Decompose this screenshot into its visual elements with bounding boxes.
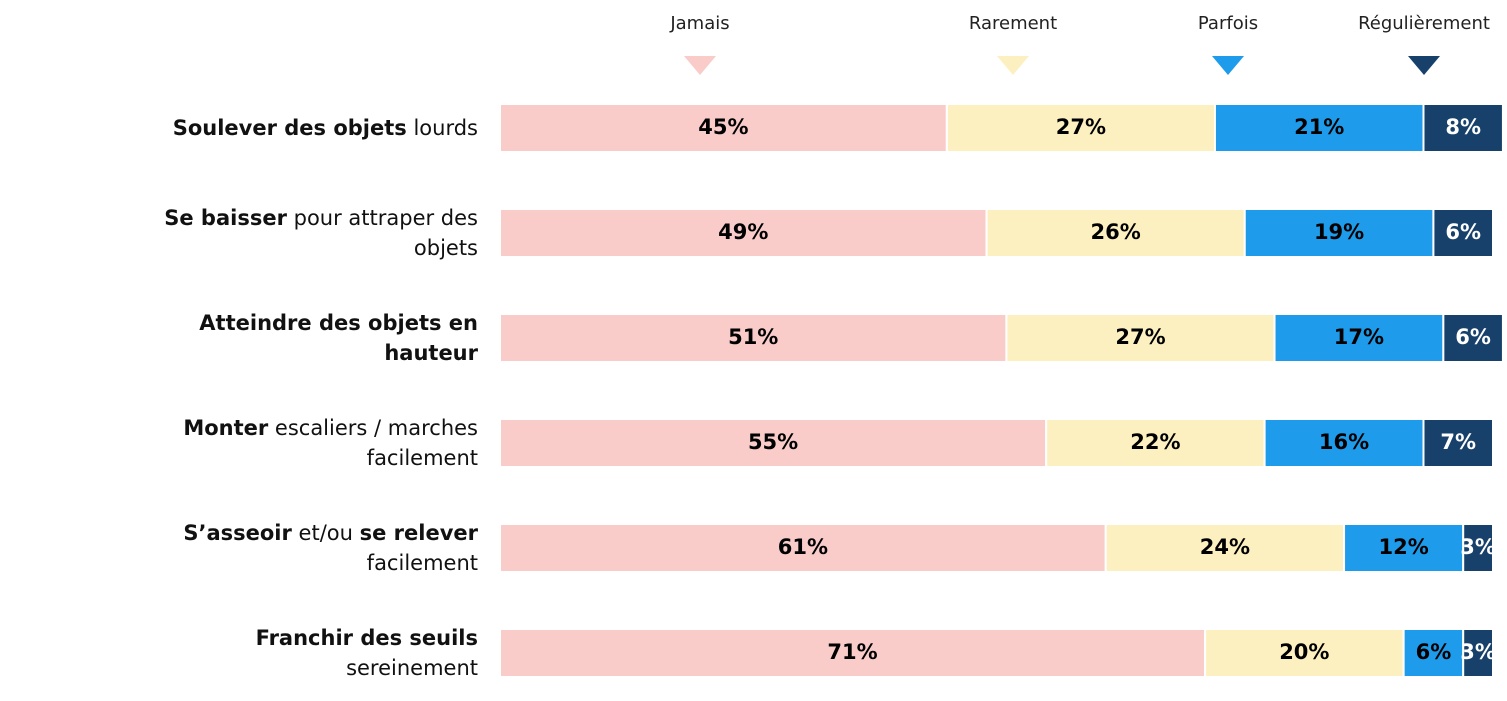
category-label-part: Monter — [183, 416, 269, 440]
category-label-part: Soulever des objets — [172, 116, 407, 140]
value-label: 6% — [1416, 640, 1452, 664]
category-label: Soulever des objets lourds — [148, 113, 478, 143]
bar-segment — [1432, 208, 1495, 258]
value-label: 8% — [1445, 115, 1481, 139]
bar-segment — [1422, 418, 1494, 468]
bar-segment — [499, 313, 1008, 363]
value-label: 24% — [1200, 535, 1250, 559]
value-label: 12% — [1378, 535, 1428, 559]
legend-label: Rarement — [969, 13, 1057, 34]
value-label: 7% — [1440, 430, 1476, 454]
value-label: 6% — [1445, 220, 1481, 244]
category-label-part: Atteindre des objets en hauteur — [199, 311, 478, 365]
category-label: Monter escaliers / marches facilement — [148, 413, 478, 473]
category-label-part: se relever — [359, 521, 478, 545]
bar-segment — [1422, 103, 1504, 153]
legend-label: Régulièrement — [1358, 13, 1490, 34]
value-label: 51% — [728, 325, 778, 349]
category-label: Se baisser pour attraper des objets — [148, 203, 478, 263]
value-label: 26% — [1091, 220, 1141, 244]
bar-segment — [499, 103, 948, 153]
value-label: 3% — [1460, 640, 1496, 664]
value-label: 55% — [748, 430, 798, 454]
legend-label: Jamais — [669, 13, 729, 34]
bar-segment — [1462, 523, 1494, 573]
category-label-part: Se baisser — [164, 206, 287, 230]
category-label-part: facilement — [366, 551, 478, 575]
value-label: 61% — [778, 535, 828, 559]
category-label-part: S’asseoir — [183, 521, 292, 545]
category-label: Atteindre des objets en hauteur — [148, 308, 478, 368]
bar-segment — [1442, 313, 1504, 363]
legend-marker — [997, 56, 1029, 75]
category-label: S’asseoir et/ou se relever facilement — [148, 518, 478, 578]
value-label: 71% — [827, 640, 877, 664]
legend-marker — [1408, 56, 1440, 75]
bar-segment — [499, 208, 988, 258]
legend-label: Parfois — [1198, 13, 1258, 34]
value-label: 20% — [1279, 640, 1329, 664]
value-label: 49% — [718, 220, 768, 244]
category-label: Franchir des seuils sereinement — [148, 623, 478, 683]
value-label: 22% — [1130, 430, 1180, 454]
bar-segment — [1462, 628, 1494, 678]
bar-segment — [1263, 418, 1425, 468]
category-label-part: sereinement — [346, 656, 478, 680]
value-label: 27% — [1115, 325, 1165, 349]
category-label-part: escaliers / marches facilement — [268, 416, 478, 470]
category-label-part: lourds — [406, 116, 478, 140]
legend-marker — [684, 56, 716, 75]
value-label: 6% — [1455, 325, 1491, 349]
value-label: 16% — [1319, 430, 1369, 454]
bar-segment — [499, 418, 1048, 468]
bar-segment — [1005, 313, 1276, 363]
bar-segment — [1104, 523, 1346, 573]
value-label: 21% — [1294, 115, 1344, 139]
legend-marker — [1212, 56, 1244, 75]
value-label: 17% — [1334, 325, 1384, 349]
value-label: 45% — [698, 115, 748, 139]
bar-segment — [985, 208, 1246, 258]
category-label-part: pour attraper des objets — [286, 206, 478, 260]
value-label: 3% — [1460, 535, 1496, 559]
category-label-part: et/ou — [291, 521, 360, 545]
value-label: 19% — [1314, 220, 1364, 244]
value-label: 27% — [1056, 115, 1106, 139]
bar-segment — [499, 628, 1207, 678]
category-label-part: Franchir des seuils — [255, 626, 478, 650]
